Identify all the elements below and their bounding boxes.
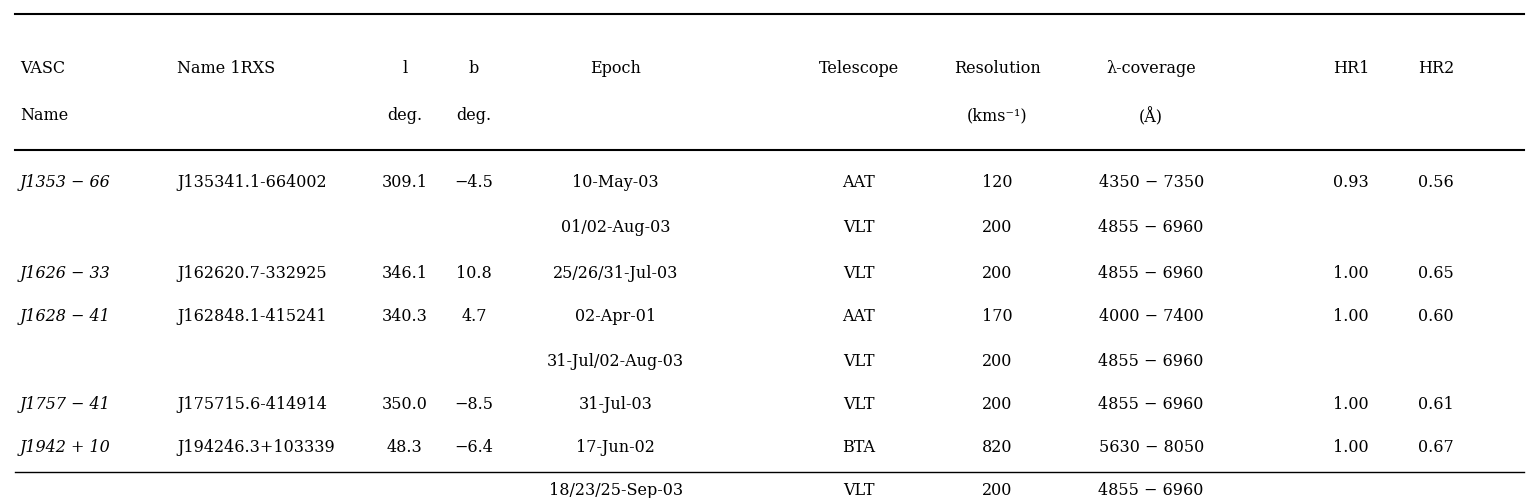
Text: VLT: VLT [843, 353, 874, 370]
Text: 0.67: 0.67 [1417, 439, 1454, 456]
Text: 0.93: 0.93 [1333, 174, 1370, 191]
Text: 4855 − 6960: 4855 − 6960 [1099, 220, 1203, 237]
Text: BTA: BTA [842, 439, 876, 456]
Text: 0.56: 0.56 [1417, 174, 1454, 191]
Text: J175715.6-414914: J175715.6-414914 [177, 396, 326, 413]
Text: 200: 200 [982, 220, 1013, 237]
Text: VLT: VLT [843, 265, 874, 282]
Text: AAT: AAT [842, 308, 876, 325]
Text: J1942 + 10: J1942 + 10 [20, 439, 111, 456]
Text: 350.0: 350.0 [382, 396, 428, 413]
Text: 4855 − 6960: 4855 − 6960 [1099, 482, 1203, 498]
Text: 200: 200 [982, 265, 1013, 282]
Text: Resolution: Resolution [954, 60, 1040, 77]
Text: 25/26/31-Jul-03: 25/26/31-Jul-03 [553, 265, 679, 282]
Text: deg.: deg. [388, 108, 422, 124]
Text: 01/02-Aug-03: 01/02-Aug-03 [560, 220, 671, 237]
Text: −6.4: −6.4 [454, 439, 494, 456]
Text: 1.00: 1.00 [1333, 308, 1370, 325]
Text: J1757 − 41: J1757 − 41 [20, 396, 111, 413]
Text: 4000 − 7400: 4000 − 7400 [1099, 308, 1203, 325]
Text: J194246.3+103339: J194246.3+103339 [177, 439, 336, 456]
Text: Name 1RXS: Name 1RXS [177, 60, 275, 77]
Text: 309.1: 309.1 [382, 174, 428, 191]
Text: 1.00: 1.00 [1333, 439, 1370, 456]
Text: 5630 − 8050: 5630 − 8050 [1099, 439, 1203, 456]
Text: 10.8: 10.8 [456, 265, 492, 282]
Text: 02-Apr-01: 02-Apr-01 [576, 308, 656, 325]
Text: 0.61: 0.61 [1417, 396, 1454, 413]
Text: 200: 200 [982, 353, 1013, 370]
Text: 18/23/25-Sep-03: 18/23/25-Sep-03 [548, 482, 683, 498]
Text: b: b [469, 60, 479, 77]
Text: 200: 200 [982, 396, 1013, 413]
Text: l: l [402, 60, 408, 77]
Text: HR1: HR1 [1333, 60, 1370, 77]
Text: 200: 200 [982, 482, 1013, 498]
Text: Name: Name [20, 108, 68, 124]
Text: 820: 820 [982, 439, 1013, 456]
Text: J135341.1-664002: J135341.1-664002 [177, 174, 326, 191]
Text: J162620.7-332925: J162620.7-332925 [177, 265, 326, 282]
Text: 4855 − 6960: 4855 − 6960 [1099, 353, 1203, 370]
Text: 340.3: 340.3 [382, 308, 428, 325]
Text: −8.5: −8.5 [454, 396, 494, 413]
Text: (Å): (Å) [1139, 108, 1163, 126]
Text: AAT: AAT [842, 174, 876, 191]
Text: 10-May-03: 10-May-03 [573, 174, 659, 191]
Text: VASC: VASC [20, 60, 65, 77]
Text: 120: 120 [982, 174, 1013, 191]
Text: VLT: VLT [843, 220, 874, 237]
Text: λ-coverage: λ-coverage [1107, 60, 1196, 77]
Text: 17-Jun-02: 17-Jun-02 [576, 439, 656, 456]
Text: J1626 − 33: J1626 − 33 [20, 265, 111, 282]
Text: −4.5: −4.5 [454, 174, 494, 191]
Text: Epoch: Epoch [589, 60, 642, 77]
Text: 4855 − 6960: 4855 − 6960 [1099, 396, 1203, 413]
Text: J1353 − 66: J1353 − 66 [20, 174, 111, 191]
Text: 1.00: 1.00 [1333, 396, 1370, 413]
Text: VLT: VLT [843, 482, 874, 498]
Text: J1628 − 41: J1628 − 41 [20, 308, 111, 325]
Text: 4.7: 4.7 [462, 308, 486, 325]
Text: 1.00: 1.00 [1333, 265, 1370, 282]
Text: 0.65: 0.65 [1417, 265, 1454, 282]
Text: 48.3: 48.3 [386, 439, 423, 456]
Text: 4350 − 7350: 4350 − 7350 [1099, 174, 1203, 191]
Text: 31-Jul-03: 31-Jul-03 [579, 396, 653, 413]
Text: 4855 − 6960: 4855 − 6960 [1099, 265, 1203, 282]
Text: (kms⁻¹): (kms⁻¹) [966, 108, 1028, 124]
Text: VLT: VLT [843, 396, 874, 413]
Text: Telescope: Telescope [819, 60, 899, 77]
Text: J162848.1-415241: J162848.1-415241 [177, 308, 326, 325]
Text: deg.: deg. [457, 108, 491, 124]
Text: HR2: HR2 [1417, 60, 1454, 77]
Text: 346.1: 346.1 [382, 265, 428, 282]
Text: 31-Jul/02-Aug-03: 31-Jul/02-Aug-03 [546, 353, 685, 370]
Text: 0.60: 0.60 [1417, 308, 1454, 325]
Text: 170: 170 [982, 308, 1013, 325]
